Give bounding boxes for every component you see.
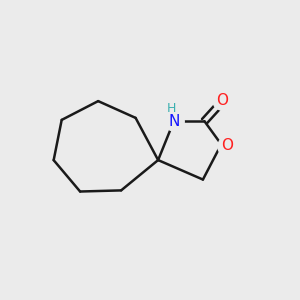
Text: N: N [168,114,179,129]
Text: O: O [216,92,228,107]
Text: O: O [221,139,233,154]
Text: H: H [167,102,176,115]
